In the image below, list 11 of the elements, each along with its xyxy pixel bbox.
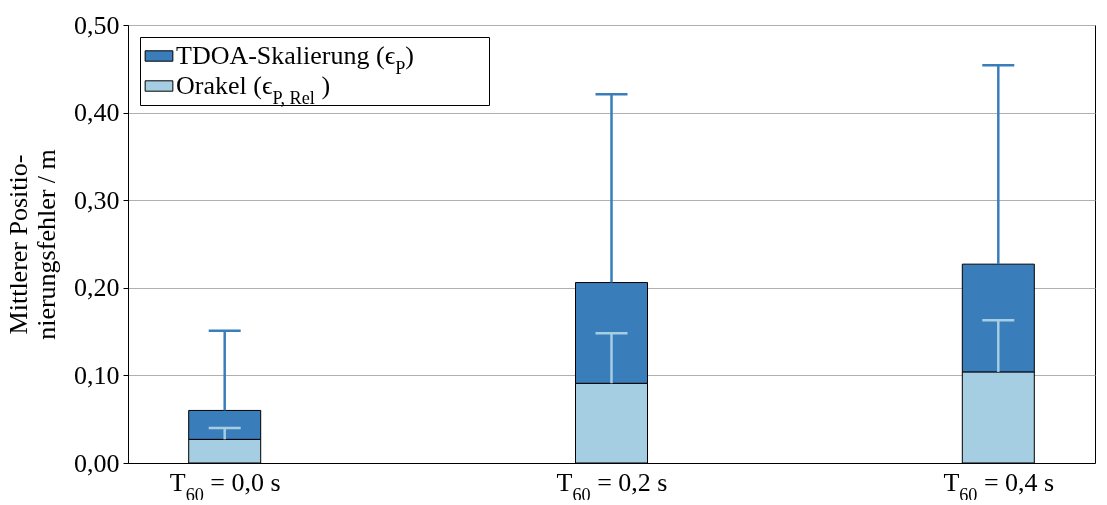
y-tick-label: 0,10	[74, 360, 120, 390]
y-axis-title: Mittlerer Positio- nierungsfehler / m	[4, 149, 61, 340]
x-tick-label: T$_{60}$ = 0,2 s	[556, 467, 668, 505]
x-tick-label: T$_{60}$ = 0,4 s	[943, 467, 1055, 505]
y-tick-label: 0,50	[74, 10, 120, 40]
y-tick-label: 0,00	[74, 448, 120, 478]
y-tick-label: 0,20	[74, 273, 120, 303]
x-tick-label: T$_{60}$ = 0,0 s	[169, 467, 281, 505]
y-tick-label: 0,30	[74, 185, 120, 215]
y-tick-label: 0,40	[74, 98, 120, 128]
legend-label: Orakel (ϵ$_{P, Rel}$ )	[176, 71, 331, 108]
